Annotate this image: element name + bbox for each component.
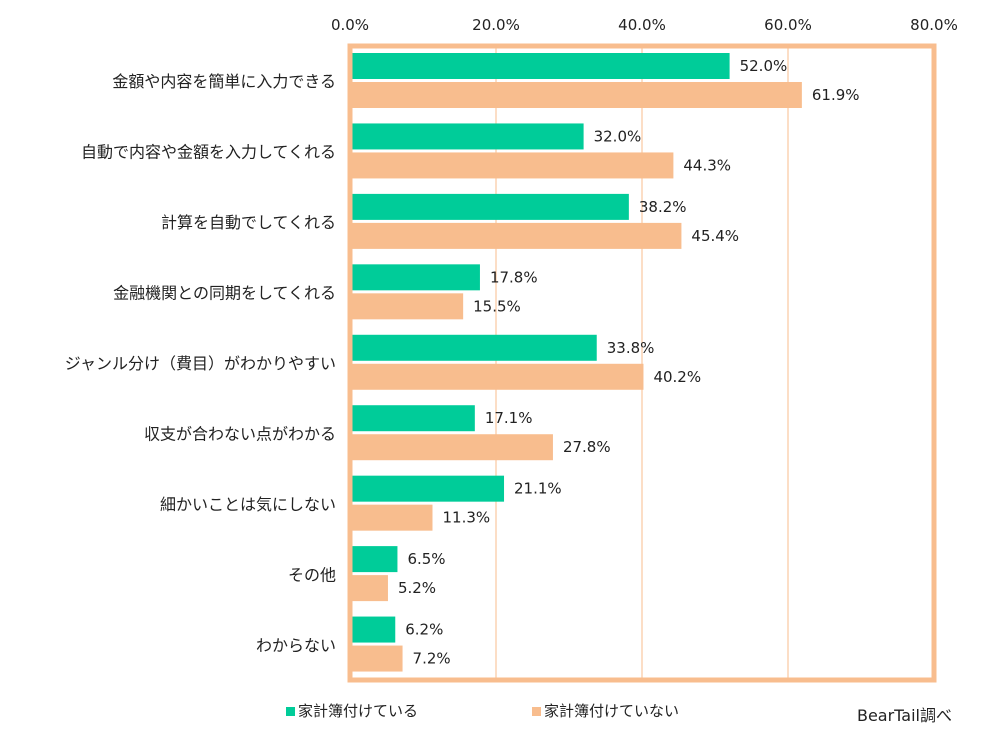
x-tick-label: 80.0%	[910, 16, 958, 34]
data-label: 33.8%	[607, 339, 655, 357]
axis-tick-labels: 0.0% 20.0% 40.0% 60.0% 80.0%	[331, 16, 958, 34]
plot-frame	[347, 43, 937, 683]
category-label: 自動で内容や金額を入力してくれる	[81, 143, 336, 162]
data-label: 40.2%	[653, 368, 701, 386]
category-label: 収支が合わない点がわかる	[144, 424, 336, 443]
data-label: 45.4%	[691, 227, 739, 245]
data-label: 6.5%	[407, 550, 445, 568]
data-label: 52.0%	[740, 57, 788, 75]
bar-series1	[350, 405, 475, 432]
category-label: 金融機関との同期をしてくれる	[113, 284, 336, 303]
data-label: 38.2%	[639, 198, 687, 216]
legend-label-series1: 家計簿付けている	[298, 702, 419, 720]
category-label: 細かいことは気にしない	[160, 495, 336, 514]
bar-series2	[350, 575, 388, 602]
bar-series1	[350, 334, 597, 361]
bar-series1	[350, 546, 398, 573]
bar-series1	[350, 616, 396, 643]
bar-series2	[350, 504, 433, 531]
x-tick-label: 40.0%	[618, 16, 666, 34]
category-label: 計算を自動でしてくれる	[161, 213, 336, 232]
data-label: 15.5%	[473, 297, 521, 315]
bar-series2	[350, 293, 464, 320]
grid-lines	[495, 46, 789, 680]
bar-series1	[350, 475, 505, 502]
bar-series2	[350, 82, 802, 108]
x-tick-label: 20.0%	[472, 16, 520, 34]
bar-series2	[350, 645, 403, 672]
value-labels: 52.0% 61.9% 32.0% 44.3% 38.2%45.4% 17.8% 15.5%…	[398, 57, 860, 668]
category-label: その他	[288, 565, 336, 584]
bar-series2	[350, 152, 674, 179]
bar-series1	[350, 53, 730, 79]
category-label: ジャンル分け（費目）がわかりやすい	[65, 354, 336, 373]
x-tick-label: 0.0%	[331, 16, 369, 34]
data-label: 6.2%	[405, 621, 443, 639]
legend-item-series2: 家計簿付けていない	[532, 700, 679, 722]
legend-label-series2: 家計簿付けていない	[544, 702, 680, 720]
data-label: 17.1%	[485, 409, 533, 427]
legend-item-series1: 家計簿付けている	[286, 700, 418, 722]
data-label: 32.0%	[594, 127, 642, 145]
data-label: 17.8%	[490, 268, 538, 286]
bar-series1	[350, 264, 480, 291]
x-tick-label: 60.0%	[764, 16, 812, 34]
bars	[350, 53, 802, 672]
bar-series2	[350, 363, 644, 390]
data-label: 5.2%	[398, 579, 436, 597]
data-label: 11.3%	[442, 509, 490, 527]
bar-series2	[350, 434, 553, 461]
category-label: わからない	[256, 636, 336, 655]
category-label: 金額や内容を簡単に入力できる	[112, 72, 336, 91]
data-label: 27.8%	[563, 438, 611, 456]
data-label: 61.9%	[812, 86, 860, 104]
legend-swatch-series2	[532, 706, 541, 716]
data-label: 7.2%	[413, 650, 451, 668]
bar-series1	[350, 123, 584, 150]
category-labels: 金額や内容を簡単に入力できる自動で内容や金額を入力してくれる計算を自動でしてくれ…	[65, 72, 336, 655]
legend-swatch-series1	[286, 706, 295, 716]
bar-series1	[350, 193, 629, 220]
source-note: BearTail調べ	[856, 706, 952, 725]
bar-series2	[350, 222, 682, 249]
data-label: 21.1%	[514, 480, 562, 498]
data-label: 44.3%	[683, 156, 731, 174]
